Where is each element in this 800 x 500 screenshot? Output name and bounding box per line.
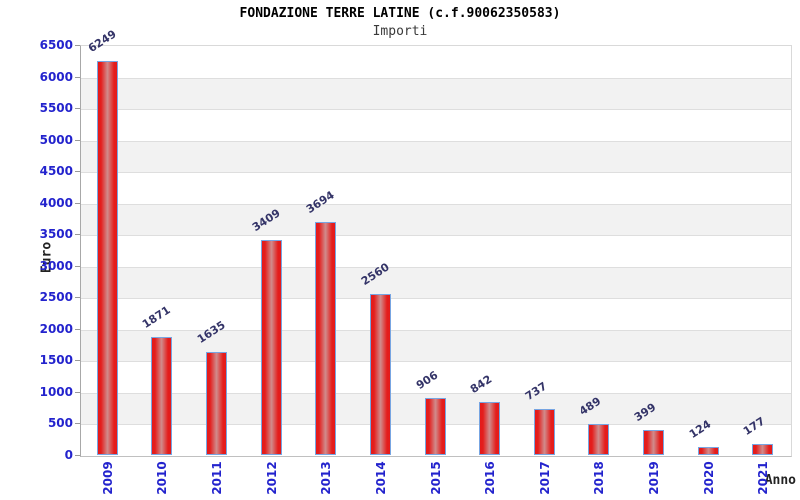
x-axis-tick-label: 2015 (428, 461, 443, 495)
x-axis-tick-label: 2009 (100, 461, 115, 495)
x-axis-tick-label: 2019 (646, 461, 661, 495)
y-axis-tick (75, 297, 80, 299)
gridline (81, 140, 791, 142)
bar-2015 (425, 398, 446, 455)
y-axis-tick (75, 423, 80, 425)
x-axis-tick-label: 2013 (318, 461, 333, 495)
y-axis-tick-label: 0 (64, 448, 73, 462)
plot-band (81, 235, 791, 267)
chart-subtitle: Importi (372, 24, 428, 39)
y-axis-tick-label: 5500 (39, 101, 73, 116)
x-axis-tick-label: 2011 (209, 461, 224, 495)
gridline (81, 298, 791, 300)
plot-area (80, 45, 792, 457)
x-axis-tick-label: 2021 (755, 461, 770, 495)
y-axis-tick-label: 6000 (39, 69, 73, 84)
x-axis-tick-label: 2012 (264, 461, 279, 495)
y-axis-tick-label: 1500 (39, 353, 73, 368)
x-axis-tick-label: 2010 (154, 461, 169, 495)
y-axis-tick-label: 3500 (39, 227, 73, 242)
y-axis-tick (75, 108, 80, 110)
y-axis-tick-label: 4000 (39, 195, 73, 210)
bar-2013 (315, 222, 336, 455)
bar-2020 (698, 447, 719, 455)
y-axis-tick (75, 455, 80, 456)
gridline (81, 77, 791, 79)
plot-band (81, 140, 791, 173)
bar-2021 (752, 444, 773, 455)
y-axis-tick-label: 500 (47, 416, 73, 431)
bar-2016 (479, 402, 500, 455)
gridline (81, 109, 791, 111)
y-axis-title: Euro (39, 241, 55, 274)
bar-2018 (588, 424, 609, 455)
gridline (81, 361, 791, 363)
y-axis-tick (75, 76, 80, 78)
plot-band (81, 329, 791, 362)
plot-band (81, 172, 791, 204)
y-axis-tick-label: 5000 (39, 132, 73, 147)
chart-title: FONDAZIONE TERRE LATINE (c.f.90062350583… (239, 6, 561, 21)
plot-band (81, 46, 791, 78)
x-axis-tick-label: 2020 (701, 461, 716, 495)
y-axis-tick-label: 6500 (39, 38, 73, 52)
gridline (81, 203, 791, 205)
plot-band (81, 298, 791, 330)
gridline (81, 392, 791, 394)
gridline (81, 235, 791, 237)
y-axis-tick (75, 234, 80, 236)
y-axis-tick-label: 2500 (39, 290, 73, 305)
y-axis-tick (75, 171, 80, 173)
plot-band (81, 77, 791, 110)
y-axis-tick (75, 139, 80, 141)
y-axis-tick-label: 3000 (39, 258, 73, 273)
y-axis-tick (75, 360, 80, 362)
gridline (81, 266, 791, 268)
bar-2014 (370, 294, 391, 455)
y-axis-tick (75, 45, 80, 46)
x-axis-title: Anno (764, 473, 796, 488)
y-axis-tick-label: 2000 (39, 321, 73, 336)
plot-band (81, 109, 791, 141)
bar-2009 (97, 61, 118, 455)
bar-2011 (206, 352, 227, 455)
gridline (81, 329, 791, 331)
gridline (81, 172, 791, 174)
bar-2012 (261, 240, 282, 455)
y-axis-tick (75, 265, 80, 267)
y-axis-tick-label: 1000 (39, 384, 73, 399)
x-axis-tick-label: 2017 (537, 461, 552, 495)
y-axis-tick (75, 328, 80, 330)
bar-2010 (151, 337, 172, 455)
bar-2017 (534, 409, 555, 455)
x-axis-tick-label: 2016 (482, 461, 497, 495)
y-axis-tick (75, 202, 80, 204)
plot-band (81, 203, 791, 236)
plot-band (81, 266, 791, 299)
bar-2019 (643, 430, 664, 455)
y-axis-tick-label: 4500 (39, 164, 73, 179)
x-axis-tick-label: 2018 (591, 461, 606, 495)
y-axis-tick (75, 391, 80, 393)
x-axis-tick-label: 2014 (373, 461, 388, 495)
